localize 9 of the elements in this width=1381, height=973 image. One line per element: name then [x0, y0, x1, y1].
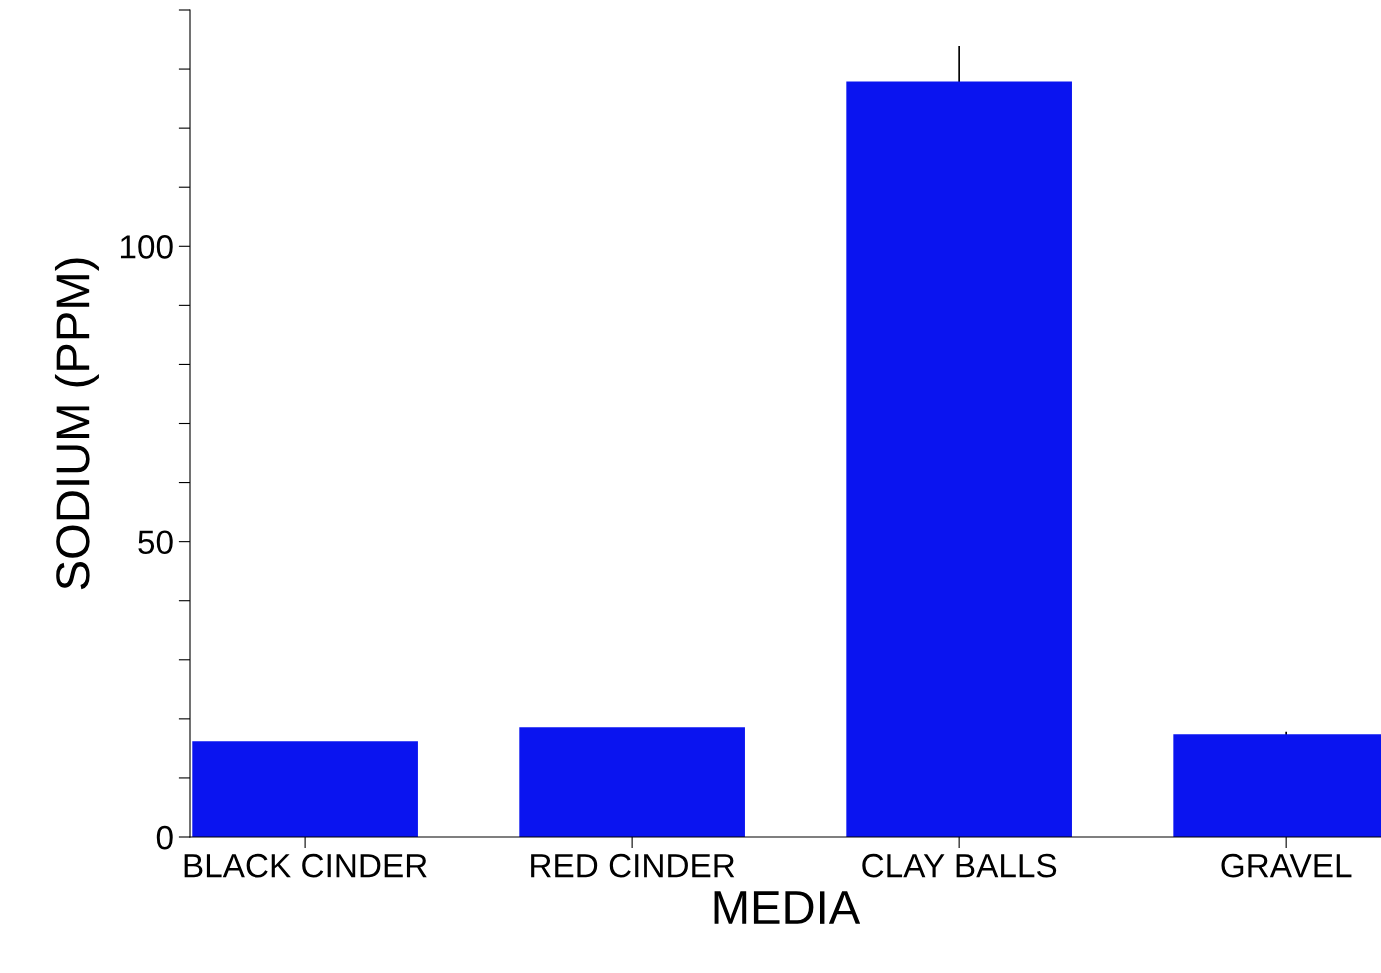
y-tick-label: 50 — [138, 530, 173, 555]
y-axis-title: SODIUM (PPM) — [54, 258, 99, 590]
x-tick-label: BLACK CINDER — [184, 853, 427, 878]
x-tick-label: CLAY BALLS — [862, 853, 1057, 878]
x-axis-title: MEDIA — [714, 891, 861, 924]
x-tick-label: GRAVEL — [1221, 853, 1352, 878]
y-tick-label: 0 — [156, 825, 173, 850]
x-tick-label: RED CINDER — [531, 853, 735, 878]
y-tick-label: 100 — [120, 235, 173, 259]
